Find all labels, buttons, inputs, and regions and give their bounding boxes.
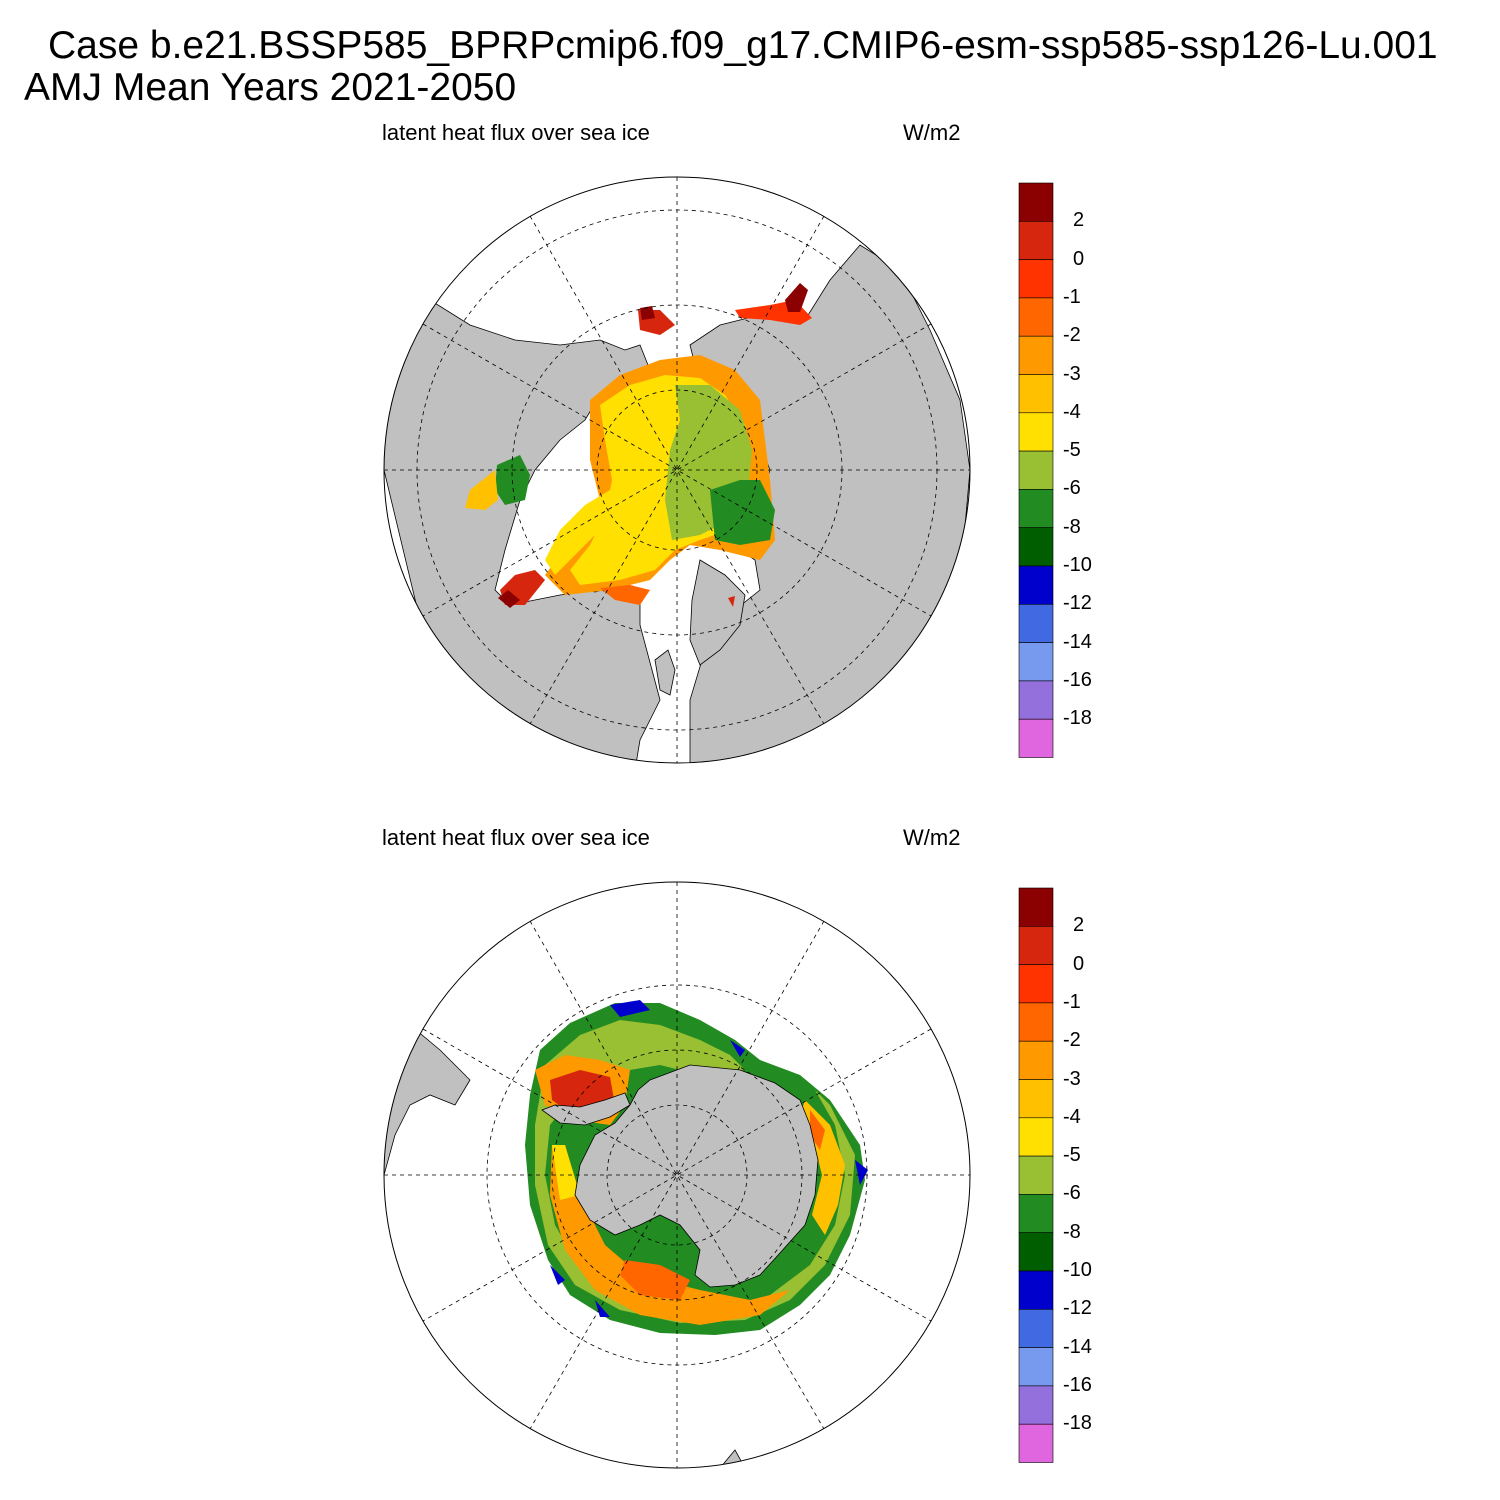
uk-land [654,649,676,696]
south-colorbar-swatch-11 [1018,1308,1054,1348]
south-colorbar-swatch-1 [1018,926,1054,965]
baltic-red [728,596,735,607]
north-lat-circle-3 [596,389,758,551]
south-colorbar-swatch-13 [1018,1385,1054,1425]
hudson-bay-ice [495,455,530,505]
okhotsk-darkred [785,283,808,312]
south-colorbar-label: -16 [1063,1373,1092,1396]
south-colorbar-label: -3 [1063,1067,1081,1090]
bering-darkred [640,306,655,320]
south-colorbar-label: -8 [1063,1220,1081,1243]
north-colorbar-label: 2 [1073,209,1085,232]
north-meridian-3 [529,215,825,725]
north-colorbar-swatch-9 [1018,527,1054,567]
north-colorbar-swatch-5 [1018,374,1054,414]
south-units-label: W/m2 [903,825,961,850]
south-ice-lightgreen [535,1020,855,1323]
north-colorbar-label: -16 [1063,668,1092,691]
north-colorbar-label: -8 [1063,515,1081,538]
south-colorbar-swatch-6 [1018,1117,1054,1157]
north-polar-map [383,176,1054,764]
north-colorbar-swatch-4 [1018,335,1054,375]
north-colorbar-label: -5 [1063,439,1081,462]
antarctica-land [574,1064,819,1288]
north-colorbar-label: -2 [1063,324,1081,347]
north-colorbar-label: -12 [1063,592,1092,615]
south-colorbar-swatch-7 [1018,1155,1054,1195]
north-meridian-5 [422,323,932,617]
south-colorbar-swatch-14 [1018,1423,1054,1463]
south-map-border [383,881,971,1469]
north-map-border [383,176,971,764]
south-graticule [384,882,970,1468]
south-meridian-3 [529,920,825,1430]
north-colorbar-swatch-11 [1018,603,1054,643]
north-colorbar-label: -1 [1063,285,1081,308]
north-colorbar-label: -6 [1063,477,1081,500]
south-meridian-6 [422,1028,932,1322]
south-colorbar-swatch-8 [1018,1194,1054,1233]
north-colorbar-label: -4 [1063,400,1081,423]
south-variable-label: latent heat flux over sea ice [382,825,650,850]
north-colorbar-swatch-0 [1018,182,1054,222]
south-colorbar-swatch-2 [1018,964,1054,1004]
north-colorbar-label: 0 [1073,247,1085,270]
south-colorbar-label: -12 [1063,1297,1092,1320]
south-colorbar-label: 2 [1073,914,1085,937]
north-meridian-4 [529,215,825,725]
north-america-land [384,299,661,763]
north-colorbar-swatch-6 [1018,412,1054,452]
north-colorbar-swatch-3 [1018,297,1054,337]
scandinavia-land [689,559,746,666]
south-colorbar-swatch-5 [1018,1079,1054,1119]
south-colorbar-label: 0 [1073,952,1085,975]
north-variable-label: latent heat flux over sea ice [382,120,650,145]
north-colorbar-label: -3 [1063,362,1081,385]
greenland-east-edge [600,585,650,605]
south-polar-map [383,881,1054,1469]
north-colorbar-swatch-1 [1018,221,1054,260]
north-colorbar-swatch-2 [1018,259,1054,299]
antarctic-peninsula-land [541,1092,631,1126]
south-colorbar-swatch-10 [1018,1270,1054,1310]
north-colorbar-label: -18 [1063,707,1092,730]
north-colorbar-label: -10 [1063,554,1092,576]
north-colorbar-swatch-10 [1018,565,1054,605]
south-colorbar [1018,887,1054,1463]
north-colorbar-swatch-13 [1018,680,1054,720]
north-colorbar-swatch-8 [1018,489,1054,528]
south-colorbar-label: -6 [1063,1182,1081,1205]
south-colorbar-label: -1 [1063,990,1081,1013]
south-colorbar-swatch-3 [1018,1002,1054,1042]
figure-title-period: AMJ Mean Years 2021-2050 [24,66,517,109]
hudson-bay-edge [465,470,498,510]
north-colorbar-swatch-14 [1018,718,1054,758]
north-colorbar-label: -14 [1063,630,1092,653]
south-colorbar-label: -18 [1063,1412,1092,1435]
south-colorbar-swatch-12 [1018,1347,1054,1387]
south-colorbar-label: -4 [1063,1105,1081,1128]
south-colorbar-swatch-0 [1018,887,1054,927]
north-colorbar [1018,182,1054,758]
south-colorbar-label: -5 [1063,1144,1081,1167]
south-colorbar-label: -14 [1063,1335,1092,1358]
north-graticule [384,177,970,763]
north-ice-green [710,480,775,545]
north-meridian-6 [422,323,932,617]
figure-title-case: Case b.e21.BSSP585_BPRPcmip6.f09_g17.CMI… [48,24,1438,67]
ross-sea-red [620,1260,690,1300]
south-meridian-5 [422,1028,932,1322]
south-colorbar-swatch-9 [1018,1232,1054,1272]
south-meridian-4 [529,920,825,1430]
south-colorbar-label: -2 [1063,1029,1081,1052]
south-colorbar-label: -10 [1063,1259,1092,1281]
north-units-label: W/m2 [903,120,961,145]
north-colorbar-swatch-12 [1018,642,1054,682]
baffin-ice [545,490,618,575]
north-colorbar-swatch-7 [1018,450,1054,490]
south-colorbar-swatch-4 [1018,1040,1054,1080]
ross-sea-yellow [552,1145,580,1200]
labrador-darkred [498,590,520,608]
ross-sea-orange [550,1145,790,1325]
